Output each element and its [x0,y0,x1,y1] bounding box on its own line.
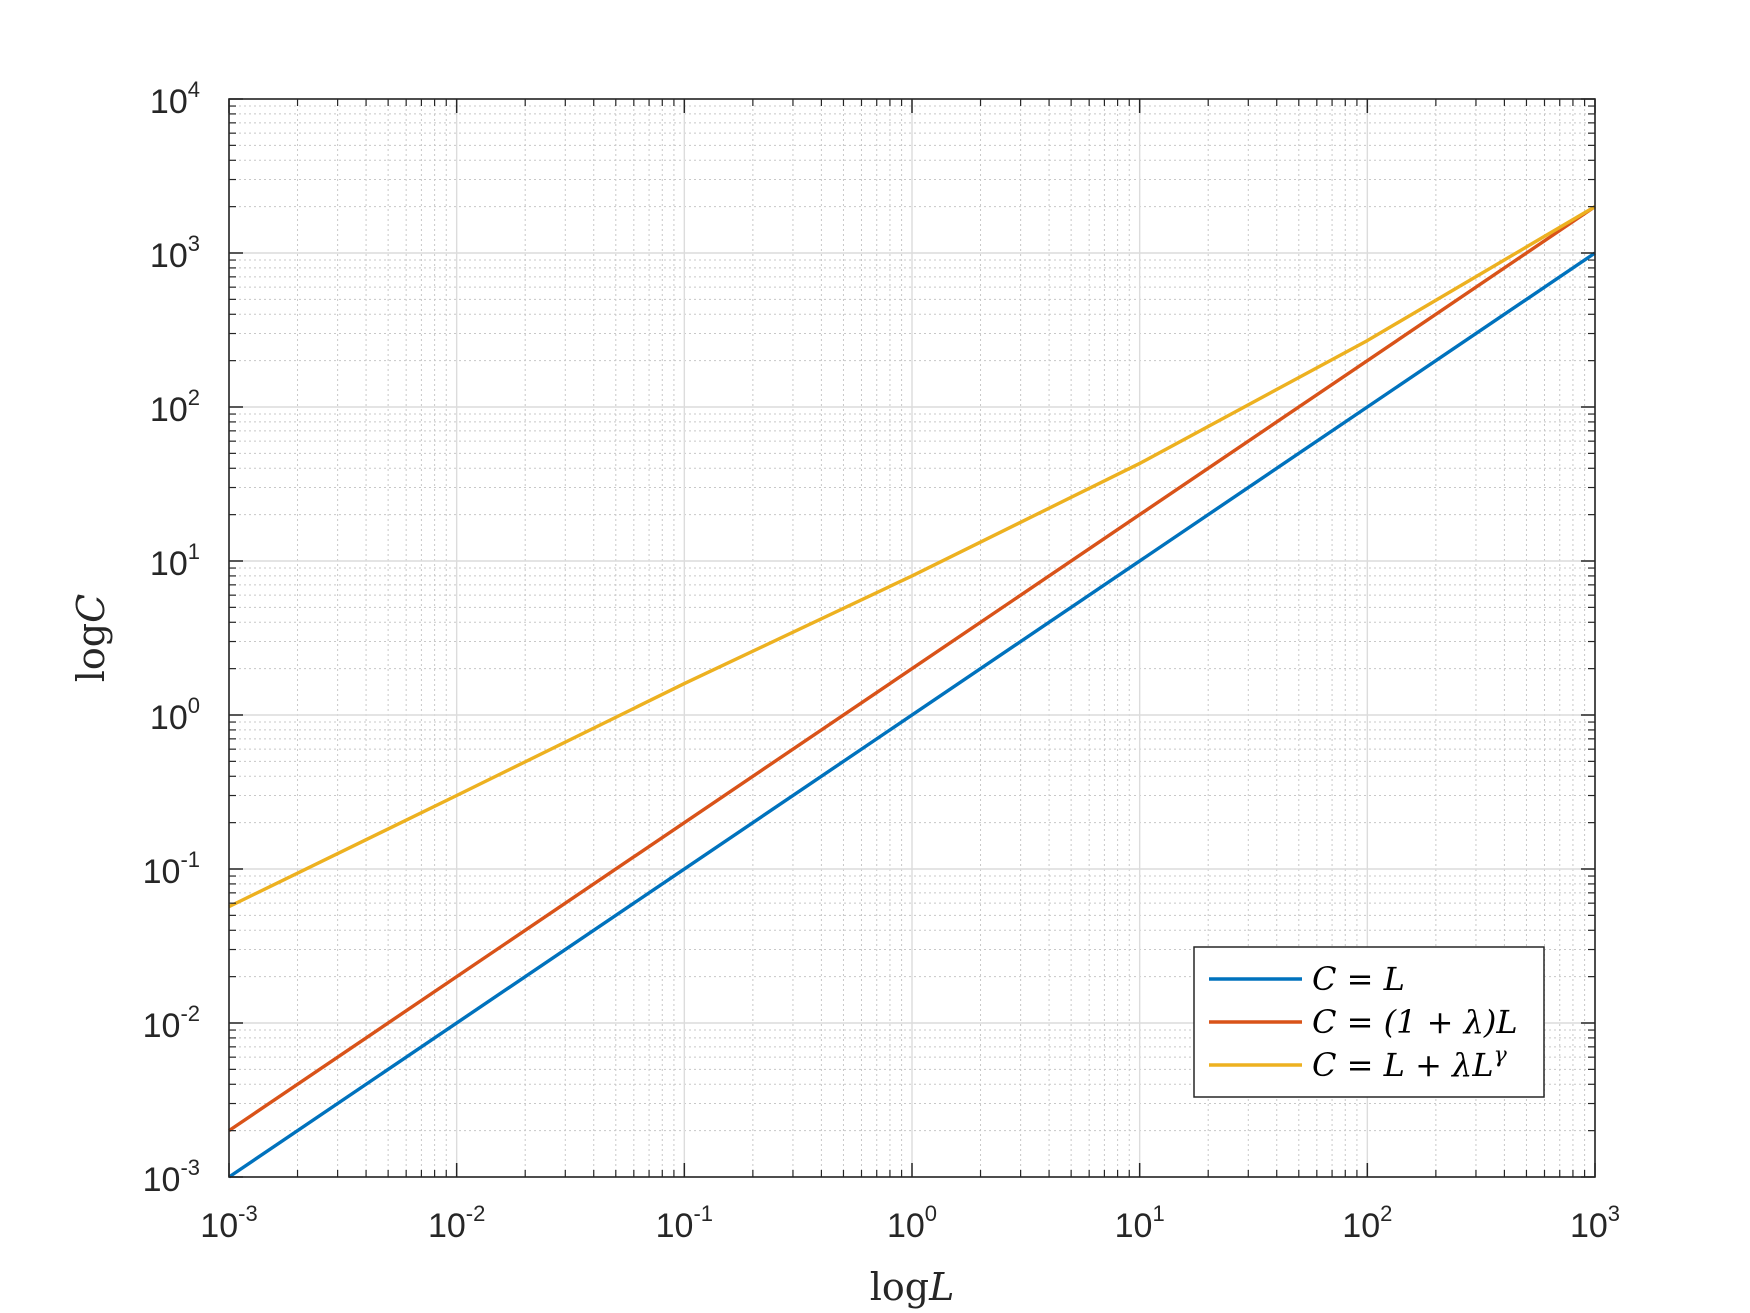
series-line-1 [228,251,1596,1179]
x-tick-labels: 10-3 10-2 10-1 100 101 102 103 [200,1201,1620,1245]
y-tick-label: 103 [150,231,200,275]
y-tick-label: 10-1 [143,847,200,891]
x-tick-label: 103 [1570,1201,1620,1245]
series-lines [228,205,1596,1179]
axis-ticks [228,98,1596,1178]
legend-label-2: C = (1 + λ)L [1312,1003,1518,1041]
y-tick-label: 10-2 [143,1001,200,1045]
y-tick-label: 10-3 [143,1155,200,1199]
series-line-3 [228,205,1596,909]
legend: C = L C = (1 + λ)LC = L + λLγ [1193,946,1545,1098]
x-tick-label: 10-3 [200,1201,257,1245]
x-tick-label: 100 [887,1201,937,1245]
x-tick-label: 102 [1342,1201,1392,1245]
x-tick-label: 10-2 [428,1201,485,1245]
legend-label-3: C = L + λLγ [1312,1043,1508,1084]
series-line-2 [228,205,1596,1133]
legend-items: C = L C = (1 + λ)LC = L + λLγ [1209,960,1518,1084]
x-tick-label: 10-1 [656,1201,713,1245]
x-axis-label: logL [870,1265,955,1309]
y-tick-label: 101 [150,539,200,583]
y-tick-label: 102 [150,385,200,429]
x-tick-label: 101 [1115,1201,1165,1245]
y-tick-labels: 10-3 10-2 10-1 100 101 102 103 104 [143,77,200,1199]
y-tick-label: 104 [150,77,200,121]
y-tick-label: 100 [150,693,200,737]
y-axis-label: logC [69,594,113,682]
legend-label-1: C = L [1312,960,1405,998]
